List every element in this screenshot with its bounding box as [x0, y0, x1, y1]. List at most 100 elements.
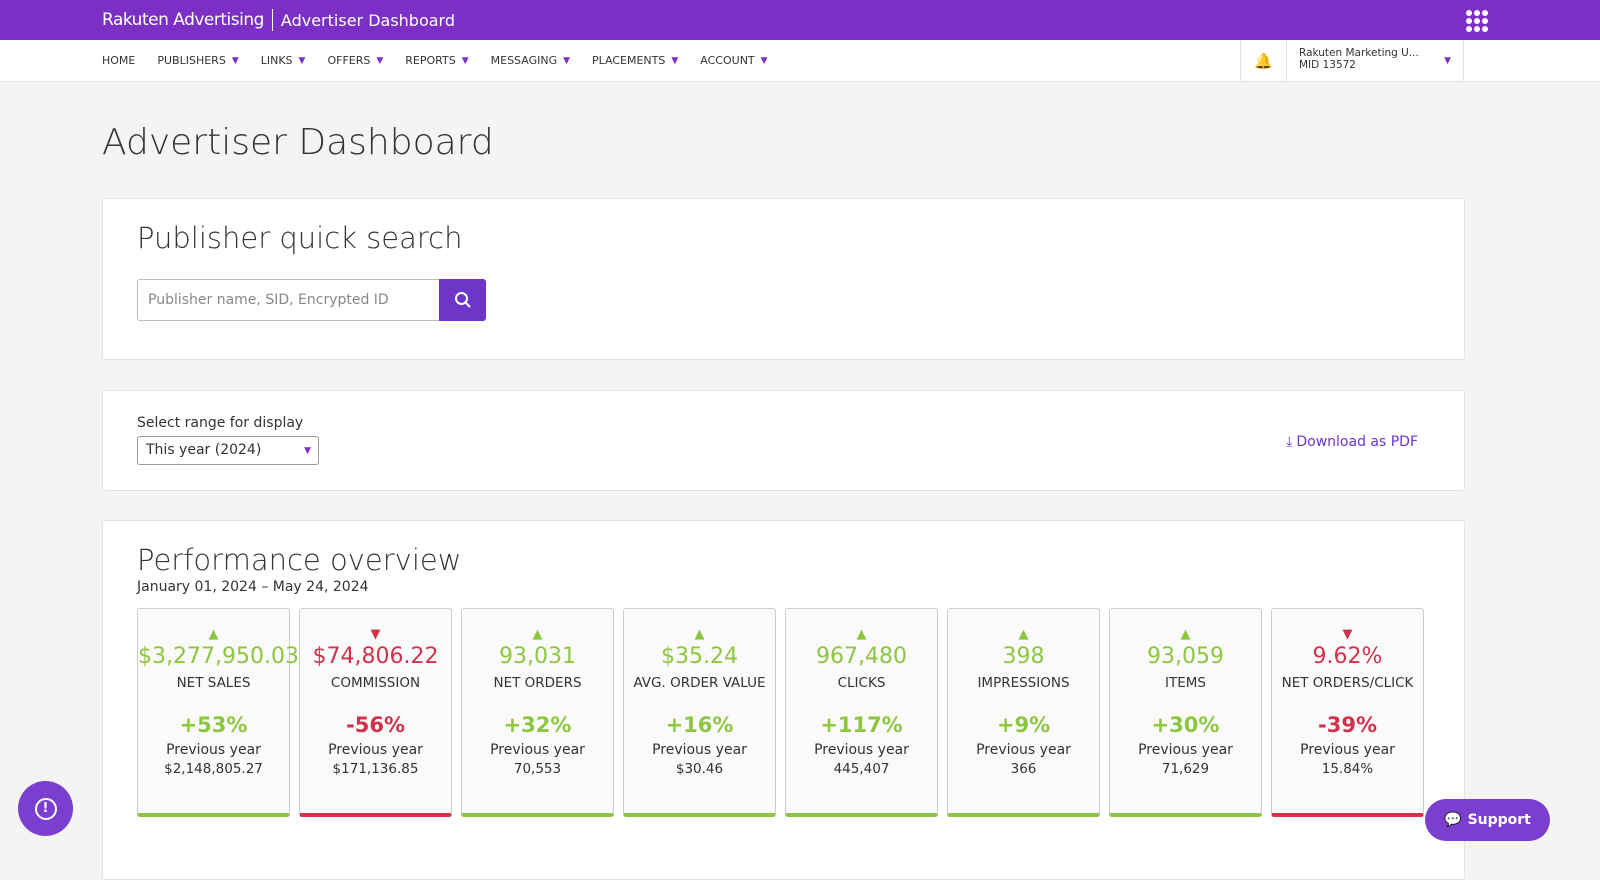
- metric-card-items: ▲ 93,059 ITEMS +30% Previous year 71,629: [1109, 608, 1262, 817]
- account-switcher[interactable]: Rakuten Marketing U... MID 13572 ▼: [1286, 40, 1464, 82]
- nav-label: ACCOUNT: [700, 54, 755, 67]
- divider: [271, 9, 273, 31]
- metric-card-commission: ▼ $74,806.22 COMMISSION -56% Previous ye…: [299, 608, 452, 817]
- previous-label: Previous year: [976, 742, 1071, 758]
- download-pdf-link[interactable]: ⤓ Download as PDF: [1286, 434, 1418, 450]
- triangle-up-icon: ▲: [532, 627, 543, 642]
- range-select[interactable]: This year (2024) ▼: [137, 436, 319, 465]
- metric-name: ITEMS: [1165, 675, 1206, 691]
- chevron-down-icon: ▼: [376, 55, 384, 66]
- account-mid: MID 13572: [1299, 59, 1356, 71]
- metric-value: $74,806.22: [312, 644, 439, 669]
- chevron-down-icon: ▼: [304, 446, 311, 456]
- search-icon: [454, 292, 471, 308]
- metric-card-impressions: ▲ 398 IMPRESSIONS +9% Previous year 366: [947, 608, 1100, 817]
- section-title: Publisher quick search: [137, 221, 463, 255]
- previous-value: $2,148,805.27: [164, 761, 263, 777]
- metric-card-net-orders: ▲ 93,031 NET ORDERS +32% Previous year 7…: [461, 608, 614, 817]
- nav-label: LINKS: [260, 54, 293, 67]
- alert-icon: !: [34, 797, 57, 820]
- metric-card-net-sales: ▲ $3,277,950.03 NET SALES +53% Previous …: [137, 608, 299, 817]
- previous-value: 71,629: [1161, 761, 1210, 777]
- search-button[interactable]: [439, 279, 486, 321]
- previous-value: $30.46: [675, 761, 724, 777]
- page-title: Advertiser Dashboard: [102, 122, 494, 163]
- metric-change: -56%: [346, 713, 405, 737]
- nav-label: OFFERS: [327, 54, 371, 67]
- previous-value: $171,136.85: [332, 761, 419, 777]
- previous-label: Previous year: [328, 742, 423, 758]
- previous-value: 366: [1010, 761, 1037, 777]
- nav-item-home[interactable]: HOME: [102, 54, 135, 67]
- metric-value: $3,277,950.03: [138, 644, 299, 669]
- previous-label: Previous year: [166, 742, 261, 758]
- rakuten-logo[interactable]: Rakuten Advertising: [102, 10, 264, 30]
- triangle-down-icon: ▼: [1342, 627, 1353, 642]
- metric-name: CLICKS: [837, 675, 886, 691]
- triangle-up-icon: ▲: [208, 627, 219, 642]
- range-label: Select range for display: [137, 415, 304, 431]
- nav-item-account[interactable]: ACCOUNT ▼: [700, 54, 767, 67]
- publisher-search-panel: Publisher quick search: [102, 198, 1465, 360]
- previous-label: Previous year: [814, 742, 909, 758]
- previous-label: Previous year: [1138, 742, 1233, 758]
- triangle-down-icon: ▼: [370, 627, 381, 642]
- metric-name: AVG. ORDER VALUE: [633, 675, 766, 691]
- metric-change: +9%: [996, 713, 1051, 737]
- metric-name: IMPRESSIONS: [977, 675, 1070, 691]
- nav-item-links[interactable]: LINKS ▼: [261, 54, 306, 67]
- nav-item-publishers[interactable]: PUBLISHERS ▼: [157, 54, 238, 67]
- metric-card-net-orders-click: ▼ 9.62% NET ORDERS/CLICK -39% Previous y…: [1271, 608, 1424, 817]
- chevron-down-icon: ▼: [461, 55, 469, 66]
- metric-change: +53%: [179, 713, 248, 737]
- metric-change: +32%: [503, 713, 572, 737]
- nav-label: MESSAGING: [490, 54, 558, 67]
- previous-value: 15.84%: [1321, 761, 1374, 777]
- main-nav: HOME PUBLISHERS ▼ LINKS ▼ OFFERS ▼ REPORTS ▼ MESS…: [0, 40, 1600, 82]
- metric-name: NET SALES: [176, 675, 251, 691]
- download-icon: ⤓: [1286, 434, 1293, 450]
- metric-change: -39%: [1318, 713, 1377, 737]
- app-title: Advertiser Dashboard: [280, 10, 455, 30]
- metric-name: NET ORDERS: [493, 675, 582, 691]
- metric-value: 9.62%: [1312, 644, 1383, 669]
- chevron-down-icon: ▼: [1444, 56, 1451, 66]
- triangle-up-icon: ▲: [856, 627, 867, 642]
- chevron-down-icon: ▼: [563, 55, 571, 66]
- date-range: January 01, 2024 – May 24, 2024: [137, 579, 369, 595]
- triangle-up-icon: ▲: [1180, 627, 1191, 642]
- metric-value: 93,059: [1147, 644, 1224, 669]
- section-title: Performance overview: [137, 543, 462, 577]
- bell-icon[interactable]: 🔔: [1240, 40, 1286, 82]
- download-label: Download as PDF: [1296, 434, 1418, 450]
- metric-value: 398: [1002, 644, 1045, 669]
- previous-value: 70,553: [513, 761, 562, 777]
- range-panel: Select range for display This year (2024…: [102, 390, 1465, 491]
- previous-value: 445,407: [833, 761, 890, 777]
- nav-item-placements[interactable]: PLACEMENTS ▼: [592, 54, 678, 67]
- support-button[interactable]: 💬 Support: [1425, 799, 1550, 841]
- nav-item-reports[interactable]: REPORTS ▼: [405, 54, 468, 67]
- nav-item-messaging[interactable]: MESSAGING ▼: [491, 54, 570, 67]
- account-name: Rakuten Marketing U...: [1299, 47, 1419, 59]
- nav-label: HOME: [102, 54, 136, 67]
- nav-label: REPORTS: [405, 54, 456, 67]
- chevron-down-icon: ▼: [760, 55, 768, 66]
- triangle-up-icon: ▲: [1018, 627, 1029, 642]
- publisher-search-input[interactable]: [137, 279, 439, 321]
- previous-label: Previous year: [1300, 742, 1395, 758]
- metric-value: 93,031: [499, 644, 576, 669]
- metric-value: 967,480: [816, 644, 907, 669]
- grid-icon[interactable]: [1466, 10, 1488, 32]
- nav-label: PLACEMENTS: [592, 54, 666, 67]
- support-label: Support: [1467, 812, 1531, 828]
- metric-name: NET ORDERS/CLICK: [1281, 675, 1414, 691]
- feedback-button[interactable]: !: [18, 781, 73, 836]
- top-bar: Rakuten Advertising Advertiser Dashboard: [0, 0, 1600, 40]
- metric-value: $35.24: [661, 644, 738, 669]
- chevron-down-icon: ▼: [671, 55, 679, 66]
- chevron-down-icon: ▼: [298, 55, 306, 66]
- range-selected: This year (2024): [146, 442, 262, 458]
- nav-item-offers[interactable]: OFFERS ▼: [327, 54, 383, 67]
- nav-label: PUBLISHERS: [157, 54, 226, 67]
